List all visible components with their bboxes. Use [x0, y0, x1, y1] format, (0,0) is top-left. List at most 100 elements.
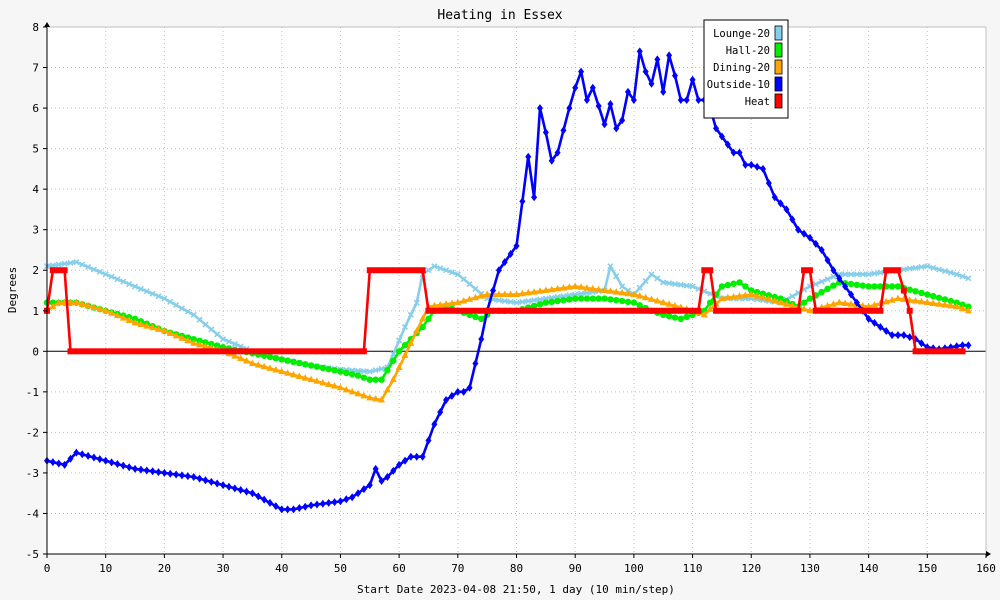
hall-20-point	[290, 358, 297, 366]
dining-20-point	[190, 339, 198, 346]
heat-point	[73, 348, 80, 355]
hall-20-point	[595, 295, 602, 302]
outside-10-point	[132, 464, 139, 473]
lounge-20-point	[666, 280, 673, 287]
hall-20-point	[865, 283, 872, 290]
hall-20-point	[395, 348, 403, 355]
x-tick-label: 80	[510, 562, 523, 575]
outside-10-point	[431, 420, 438, 429]
heat-point	[272, 348, 279, 355]
outside-10-point	[883, 327, 890, 336]
dining-20-point	[829, 300, 837, 307]
dining-20-point	[507, 290, 515, 298]
lounge-20-point	[360, 368, 367, 375]
hall-20-point	[912, 288, 919, 295]
outside-10-point	[272, 502, 279, 511]
hall-20-point	[736, 279, 743, 286]
dining-20-point	[548, 285, 556, 293]
lounge-20-point	[454, 271, 461, 278]
x-axis-arrow	[986, 551, 991, 557]
heat-point	[478, 307, 485, 314]
dining-20-point	[237, 354, 245, 362]
heat-point	[155, 348, 162, 355]
heat-point	[689, 307, 696, 314]
y-tick-label: 5	[32, 143, 39, 156]
heat-point	[55, 267, 62, 274]
heat-point	[49, 267, 56, 274]
heat-point	[501, 307, 508, 314]
dining-20-point	[642, 293, 650, 301]
outside-10-point	[648, 79, 655, 88]
hall-20-point	[748, 287, 755, 294]
dining-20-point	[272, 365, 280, 373]
y-tick-label: 1	[32, 305, 39, 318]
dining-20-point	[366, 393, 374, 401]
outside-10-point	[161, 468, 168, 477]
heat-point	[865, 307, 872, 314]
lounge-20-point	[190, 311, 197, 318]
outside-10-point	[478, 335, 485, 344]
heat-point	[930, 348, 937, 355]
x-tick-label: 50	[334, 562, 347, 575]
heat-point	[460, 307, 467, 314]
heat-point	[407, 267, 414, 274]
heat-point	[795, 307, 802, 314]
hall-20-point	[929, 292, 937, 300]
outside-10-point	[654, 55, 661, 64]
x-tick-label: 10	[99, 562, 112, 575]
hall-20-point	[742, 283, 749, 290]
outside-10-point	[542, 128, 549, 137]
lounge-20-point	[161, 295, 168, 302]
outside-10-point	[284, 505, 291, 514]
heat-point	[654, 307, 661, 314]
dining-20-point	[524, 288, 532, 296]
dining-20-point	[436, 301, 444, 308]
dining-20-point	[166, 329, 174, 336]
dining-20-point	[55, 298, 63, 306]
dining-20-point	[636, 292, 644, 299]
hall-20-point	[601, 295, 608, 302]
heat-point	[877, 307, 884, 314]
lounge-20-point	[85, 263, 92, 271]
heat-point	[214, 348, 221, 355]
heat-point	[313, 348, 320, 355]
legend-label-dining-20: Dining-20	[713, 62, 770, 74]
heat-point	[372, 267, 379, 274]
outside-10-point	[190, 472, 197, 481]
outside-10-point	[337, 497, 344, 506]
lounge-20-point	[683, 282, 690, 289]
heat-point	[290, 348, 297, 355]
dining-20-point	[595, 285, 603, 293]
outside-10-point	[607, 100, 614, 109]
lounge-20-point	[671, 280, 679, 288]
x-tick-label: 160	[976, 562, 996, 575]
hall-20-point	[806, 295, 814, 302]
lounge-20-point	[67, 259, 74, 266]
lounge-20-point	[372, 367, 379, 374]
heat-point	[178, 348, 185, 355]
outside-10-point	[349, 493, 356, 502]
hall-20-point	[941, 296, 949, 303]
heat-point	[126, 348, 133, 355]
heat-point	[625, 307, 632, 314]
heat-point	[267, 348, 274, 355]
heat-point	[648, 307, 655, 314]
hall-20-point	[542, 299, 550, 306]
outside-10-point	[583, 95, 590, 104]
dining-20-point	[155, 325, 163, 332]
dining-20-point	[659, 298, 667, 306]
dining-20-point	[336, 383, 344, 391]
heat-point	[196, 348, 203, 355]
lounge-20-point	[577, 290, 585, 297]
outside-10-point	[102, 456, 109, 465]
dining-20-point	[917, 297, 925, 305]
outside-10-point	[759, 164, 766, 173]
dining-20-point	[606, 287, 614, 294]
heat-point	[701, 267, 708, 274]
dining-20-point	[407, 339, 415, 346]
dining-20-point	[419, 314, 427, 322]
outside-10-point	[490, 286, 497, 295]
hall-20-point	[730, 280, 737, 287]
heat-point	[607, 307, 614, 314]
heat-point	[959, 348, 966, 355]
